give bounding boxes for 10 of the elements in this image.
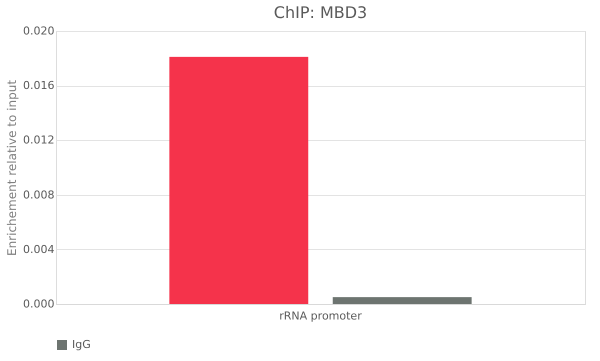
y-tick-label: 0.004 [23,242,54,256]
legend-label: IgG [72,338,91,351]
y-tick-label: 0.000 [23,298,54,310]
y-tick-label: 0.016 [23,79,54,92]
y-axis-title: Enrichement relative to input [5,80,20,256]
y-tick-label: 0.012 [23,134,54,147]
chart-title: ChIP: MBD3 [274,3,368,22]
y-tick-label: 0.008 [23,188,54,202]
y-tick-label: 0.020 [23,24,54,38]
x-tick-label: rRNA promoter [279,310,362,322]
